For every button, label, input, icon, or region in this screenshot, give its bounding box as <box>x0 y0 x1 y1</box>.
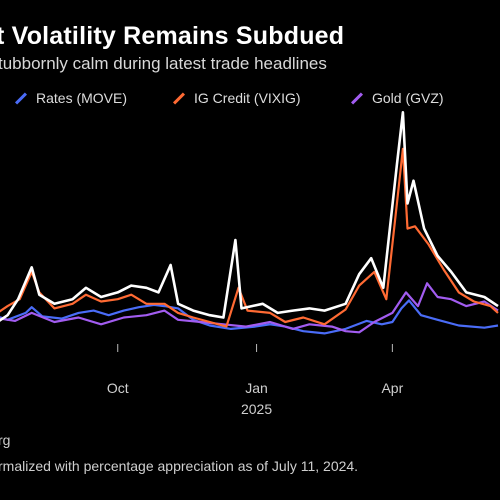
legend-label-ig-credit: IG Credit (VIXIG) <box>194 90 301 106</box>
x-tick-label-oct: Oct <box>107 380 129 396</box>
series-line-composite <box>0 111 499 322</box>
legend-item-gold: Gold (GVZ) <box>350 90 444 106</box>
chart-subtitle: tubbornly calm during latest trade headl… <box>0 54 327 73</box>
footnote: rmalized with percentage appreciation as… <box>0 458 359 474</box>
x-tick-label-apr: Apr <box>381 380 403 396</box>
x-tick-label-jan: Jan <box>245 380 268 396</box>
legend-item-rates: Rates (MOVE) <box>14 90 127 106</box>
series-line-rates <box>0 299 499 335</box>
legend-label-gold: Gold (GVZ) <box>372 90 444 106</box>
source-note: rg <box>0 432 11 448</box>
chart-title: t Volatility Remains Subdued <box>0 22 345 50</box>
chart-legend: Rates (MOVE) IG Credit (VIXIG) Gold (GVZ… <box>0 90 500 114</box>
x-year-label: 2025 <box>241 401 272 417</box>
legend-item-ig-credit: IG Credit (VIXIG) <box>172 90 301 106</box>
legend-label-rates: Rates (MOVE) <box>36 90 128 106</box>
series-line-gold <box>0 282 499 334</box>
series-line-ig-credit <box>0 147 499 328</box>
